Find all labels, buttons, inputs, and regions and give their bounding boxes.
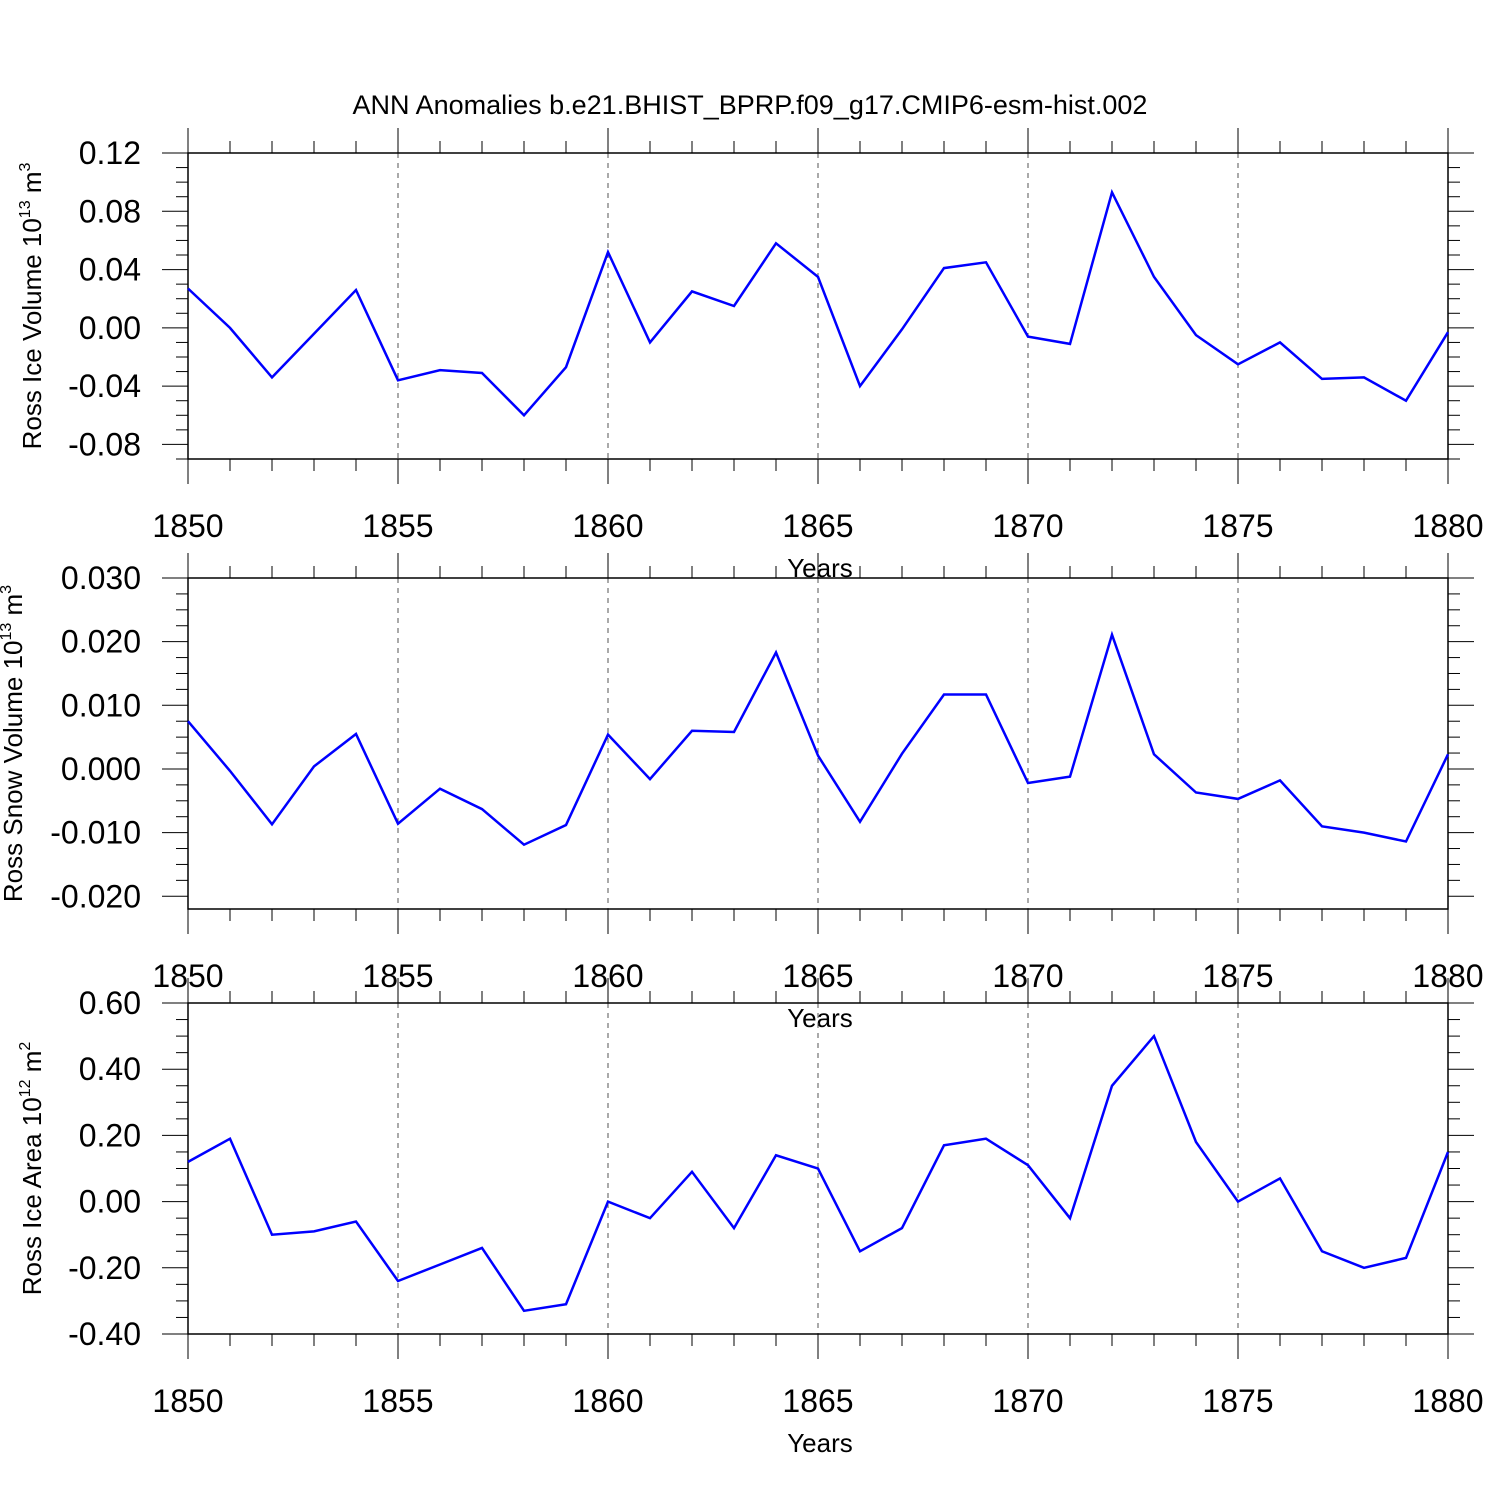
y-tick-label: 0.030 [61,560,141,596]
x-tick-label: 1875 [1202,508,1273,544]
y-axis-label-exponent: 12 [17,1079,34,1097]
y-tick-label: -0.020 [50,878,141,914]
series-line [187,1033,1450,1313]
x-tick-label: 1875 [1202,1383,1273,1419]
y-tick-label: 0.20 [79,1117,141,1153]
x-tick-label: 1855 [362,1383,433,1419]
x-tick-label: 1870 [992,1383,1063,1419]
y-axis-label-unit: m [17,1051,47,1080]
x-tick-label: 1865 [782,1383,853,1419]
y-tick-label: 0.00 [79,310,141,346]
y-tick-label: -0.40 [68,1316,141,1352]
y-tick-label: 0.000 [61,751,141,787]
x-tick-label: 1880 [1412,1383,1483,1419]
x-axis-label: Years [787,1003,853,1033]
x-tick-label: 1860 [572,508,643,544]
x-axis-label: Years [787,1428,853,1458]
y-tick-label: 0.08 [79,193,141,229]
y-tick-label: -0.20 [68,1250,141,1286]
y-tick-label: 0.12 [79,135,141,171]
y-axis-label-exponent: 13 [17,200,34,218]
y-tick-label: -0.010 [50,815,141,851]
panel-3: 0.60 0.40 0.20 0.00 -0.20 -0.40 1850 1855 1860 18… [17,978,1484,1458]
y-axis-label: Ross Snow Volume 1013 m3 [0,585,28,902]
y-tick-label: -0.04 [68,368,141,404]
y-tick-label: 0.60 [79,985,141,1021]
panels-group: 0.12 0.08 0.04 0.00 -0.04 -0.08 1850 1855 1860 18… [0,128,1484,1458]
y-axis-label-text: Ross Ice Volume 10 [17,218,47,449]
chart-title: ANN Anomalies b.e21.BHIST_BPRP.f09_g17.C… [353,90,1148,120]
x-tick-label: 1860 [572,1383,643,1419]
y-axis-label-unit: m [0,594,28,623]
y-tick-label: 0.020 [61,624,141,660]
x-tick-label: 1870 [992,508,1063,544]
x-tick-label: 1880 [1412,508,1483,544]
x-tick-label: 1865 [782,508,853,544]
y-axis-label-unit-exponent: 3 [0,585,15,594]
y-axis-label-exponent: 13 [0,623,15,641]
y-tick-label: -0.08 [68,426,141,462]
series-line [187,630,1450,847]
y-axis-label: Ross Ice Area 1012 m2 [17,1042,47,1296]
y-axis-label-text: Ross Snow Volume 10 [0,641,28,903]
series-line [187,188,1450,418]
x-tick-label: 1850 [152,1383,223,1419]
x-tick-label: 1855 [362,508,433,544]
y-axis-label-unit: m [17,171,47,200]
y-tick-label: 0.00 [79,1184,141,1220]
y-axis-label-text: Ross Ice Area 10 [17,1097,47,1295]
x-tick-label: 1850 [152,508,223,544]
y-tick-label: 0.04 [79,252,141,288]
panel-1: 0.12 0.08 0.04 0.00 -0.04 -0.08 1850 1855 1860 18… [17,128,1484,583]
y-tick-label: 0.40 [79,1051,141,1087]
y-axis-label-unit-exponent: 2 [17,1042,34,1051]
y-axis-label: Ross Ice Volume 1013 m3 [17,162,47,449]
y-axis-label-unit-exponent: 3 [17,162,34,171]
y-tick-label: 0.010 [61,687,141,723]
